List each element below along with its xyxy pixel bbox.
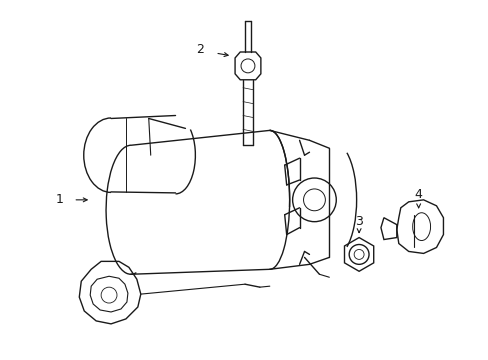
Text: 2: 2 [196,42,204,55]
Text: 1: 1 [56,193,63,206]
Text: 4: 4 [414,188,422,201]
Text: 3: 3 [354,215,362,228]
